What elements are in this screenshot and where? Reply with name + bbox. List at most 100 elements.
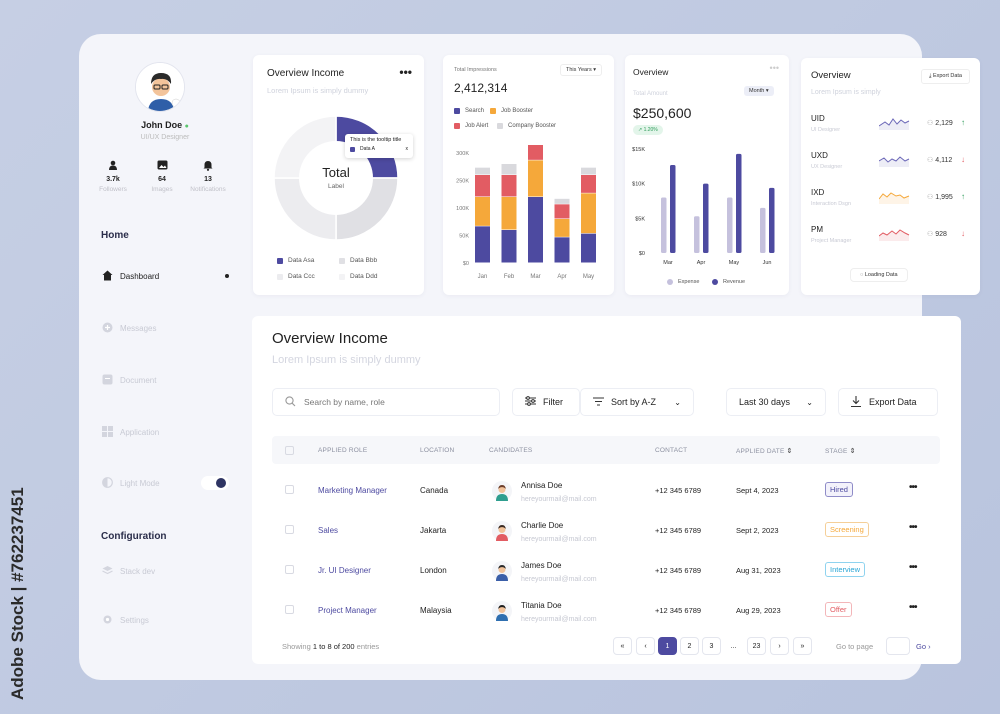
bar-mar-job-alert[interactable] (528, 145, 543, 160)
sidebar-item-settings[interactable]: Settings (101, 612, 229, 628)
goto-page-input[interactable] (886, 637, 910, 655)
first-page-button[interactable]: « (613, 637, 632, 655)
col-candidates[interactable]: CANDIDATES (489, 447, 532, 454)
bar-feb-job-booster[interactable] (502, 197, 517, 230)
sidebar-item-dashboard[interactable]: Dashboard (101, 268, 229, 284)
col-applied-role[interactable]: APPLIED ROLE (318, 447, 367, 454)
bar-jan-job-booster[interactable] (475, 197, 490, 226)
applied-role[interactable]: Jr. UI Designer (318, 566, 371, 575)
overview-list-row[interactable]: UID UI Designer ⚇ 2,129 ↑ (811, 114, 970, 144)
col-applied-date[interactable]: APPLIED DATE ⇕ (736, 447, 793, 455)
applied-role[interactable]: Project Manager (318, 606, 377, 615)
loading-data-button[interactable]: ◌ Loading Data (850, 268, 908, 282)
last-page-button[interactable]: » (793, 637, 812, 655)
bar-jan-search[interactable] (475, 226, 490, 262)
row-checkbox[interactable] (285, 605, 294, 614)
location: London (420, 566, 447, 575)
row-checkbox[interactable] (285, 485, 294, 494)
bar-may-job-booster[interactable] (581, 193, 596, 233)
total-amount-value: $250,600 (633, 105, 691, 121)
overview-list-row[interactable]: UXD UX Designer ⚇ 4,112 ↓ (811, 151, 970, 181)
candidate-name[interactable]: Charlie Doe (521, 521, 563, 530)
next-page-button[interactable]: › (770, 637, 789, 655)
bar-jun-expense[interactable] (760, 208, 766, 253)
bar-may-revenue[interactable] (736, 154, 742, 253)
more-icon[interactable]: ••• (770, 63, 779, 73)
row-code: PM (811, 225, 823, 234)
bar-jun-revenue[interactable] (769, 188, 775, 253)
bar-may-job-alert[interactable] (581, 175, 596, 193)
bar-apr-search[interactable] (555, 237, 570, 262)
tooltip-close-icon[interactable]: x (406, 146, 409, 152)
candidate-name[interactable]: Annisa Doe (521, 481, 562, 490)
sparkline (879, 153, 911, 167)
select-all-checkbox[interactable] (285, 446, 294, 455)
sidebar-item-application[interactable]: Application (101, 424, 229, 440)
table-row[interactable]: Marketing Manager Canada Annisa Doe here… (272, 481, 940, 515)
sidebar-item-document[interactable]: Document (101, 372, 229, 388)
col-stage[interactable]: STAGE ⇕ (825, 447, 856, 455)
row-checkbox[interactable] (285, 525, 294, 534)
bar-may-expense[interactable] (727, 198, 733, 253)
bar-feb-search[interactable] (502, 230, 517, 263)
bar-jan-company-booster[interactable] (475, 168, 490, 175)
page-3-button[interactable]: 3 (702, 637, 721, 655)
row-more-icon[interactable]: ••• (909, 562, 917, 573)
applied-role[interactable]: Sales (318, 526, 338, 535)
x-tick-label: Mar (663, 260, 673, 266)
candidate-name[interactable]: James Doe (521, 561, 561, 570)
bar-apr-job-alert[interactable] (555, 204, 570, 218)
row-checkbox[interactable] (285, 565, 294, 574)
stat-notifications: 13 Notifications (183, 160, 233, 193)
bar-mar-search[interactable] (528, 197, 543, 263)
bar-apr-job-booster[interactable] (555, 219, 570, 237)
page-2-button[interactable]: 2 (680, 637, 699, 655)
bar-apr-revenue[interactable] (703, 184, 709, 253)
bar-apr-company-booster[interactable] (555, 199, 570, 204)
date-range-dropdown[interactable]: Last 30 days ⌄ (726, 388, 826, 416)
y-tick-label: $10K (632, 182, 645, 188)
bar-may-company-booster[interactable] (581, 168, 596, 175)
filter-button[interactable]: Filter (512, 388, 580, 416)
more-icon[interactable]: ••• (399, 65, 412, 79)
go-button[interactable]: Go › (916, 642, 931, 651)
prev-page-button[interactable]: ‹ (636, 637, 655, 655)
export-data-button[interactable]: Export Data (838, 388, 938, 416)
export-data-button[interactable]: ⤓ Export Data (921, 69, 970, 84)
row-more-icon[interactable]: ••• (909, 602, 917, 613)
bar-may-search[interactable] (581, 234, 596, 263)
bar-mar-expense[interactable] (661, 198, 667, 253)
col-contact[interactable]: CONTACT (655, 447, 687, 454)
sidebar-item-messages[interactable]: Messages (101, 320, 229, 336)
bar-mar-revenue[interactable] (670, 165, 676, 253)
table-row[interactable]: Project Manager Malaysia Titania Doe her… (272, 601, 940, 635)
page-1-button[interactable]: 1 (658, 637, 677, 655)
bar-feb-job-alert[interactable] (502, 175, 517, 197)
row-more-icon[interactable]: ••• (909, 522, 917, 533)
sidebar-item-stack-dev[interactable]: Stack dev (101, 563, 229, 579)
sidebar-item-light-mode[interactable]: Light Mode (101, 475, 229, 491)
overview-list-row[interactable]: PM Project Manager ⚇ 928 ↓ (811, 225, 970, 255)
table-row[interactable]: Sales Jakarta Charlie Doe hereyourmail@m… (272, 521, 940, 555)
row-count: ⚇ 1,995 (927, 193, 953, 201)
row-more-icon[interactable]: ••• (909, 482, 917, 493)
table-row[interactable]: Jr. UI Designer London James Doe hereyou… (272, 561, 940, 595)
overview-list-row[interactable]: IXD Interaction Dsgn ⚇ 1,995 ↑ (811, 188, 970, 218)
sort-dropdown[interactable]: Sort by A-Z ⌄ (580, 388, 694, 416)
toggle-knob (216, 478, 226, 488)
bar-mar-job-booster[interactable] (528, 160, 543, 196)
avatar[interactable] (135, 62, 185, 112)
page-23-button[interactable]: 23 (747, 637, 766, 655)
bar-apr-expense[interactable] (694, 216, 700, 253)
legend-expense: Expense (667, 279, 699, 285)
candidate-name[interactable]: Titania Doe (521, 601, 562, 610)
row-code: UXD (811, 151, 828, 160)
bar-feb-company-booster[interactable] (502, 164, 517, 175)
bar-jan-job-alert[interactable] (475, 175, 490, 197)
search-input[interactable]: Search by name, role (272, 388, 500, 416)
period-dropdown[interactable]: This Years ▾ (560, 64, 602, 76)
col-location[interactable]: LOCATION (420, 447, 454, 454)
month-dropdown[interactable]: Month ▾ (744, 86, 774, 96)
applied-role[interactable]: Marketing Manager (318, 486, 387, 495)
light-mode-toggle[interactable] (201, 476, 229, 490)
